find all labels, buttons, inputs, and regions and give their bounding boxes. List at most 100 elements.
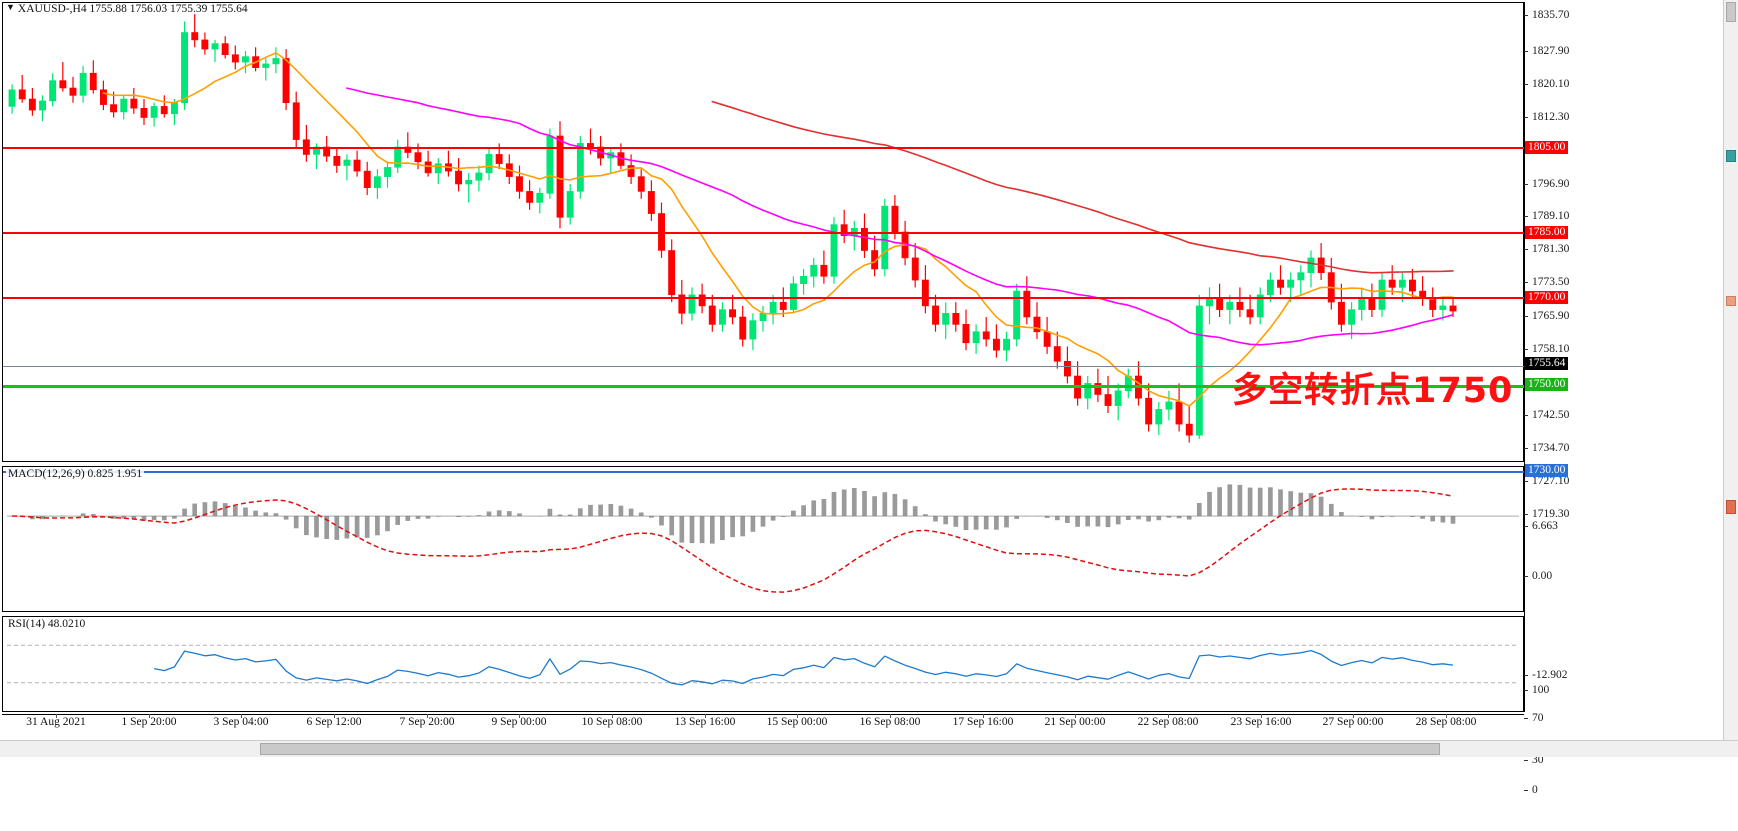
price-tick-mark	[1524, 349, 1528, 350]
level-line-1730[interactable]	[3, 471, 1524, 473]
indicator-tick-mark	[1524, 718, 1528, 719]
price-level-badge[interactable]: 1750.00	[1525, 378, 1569, 391]
price-level-badge[interactable]: 1805.00	[1525, 141, 1569, 154]
price-tick-label: 1781.30	[1532, 243, 1570, 255]
price-axis[interactable]: 1835.70 1827.90 1820.10 1812.30 1796.90 1789.…	[1524, 0, 1738, 796]
price-tick-label: 1773.50	[1532, 276, 1570, 288]
price-level-badge[interactable]: 1755.64	[1525, 357, 1569, 370]
time-axis-labels: 31 Aug 2021 1 Sep 20:00 3 Sep 04:00 6 Sep 1…	[0, 714, 1738, 736]
price-tick-label: 1727.10	[1532, 475, 1570, 487]
macd-label: MACD(12,26,9) 0.825 1.951	[6, 468, 145, 480]
indicator-tick-label: -12.902	[1532, 669, 1568, 681]
price-tick-mark	[1524, 514, 1528, 515]
time-tick-mark	[705, 714, 706, 718]
price-series-canvas	[3, 3, 1523, 461]
price-tick-mark	[1524, 481, 1528, 482]
rsi-label: RSI(14) 48.0210	[6, 618, 88, 630]
price-tick-mark	[1524, 117, 1528, 118]
price-tick-mark	[1524, 316, 1528, 317]
time-tick-label: 7 Sep 20:00	[399, 716, 455, 728]
time-tick-label: 16 Sep 08:00	[859, 716, 921, 728]
indicator-tick-mark	[1524, 526, 1528, 527]
time-tick-label: 21 Sep 00:00	[1044, 716, 1106, 728]
price-tick-label: 1827.90	[1532, 45, 1570, 57]
price-tick-label: 1812.30	[1532, 111, 1570, 123]
price-tick-mark	[1524, 184, 1528, 185]
time-tick-label: 22 Sep 08:00	[1137, 716, 1199, 728]
time-tick-mark	[1261, 714, 1262, 718]
indicator-tick-label: 0	[1532, 784, 1538, 796]
time-tick-mark	[890, 714, 891, 718]
time-tick-label: 9 Sep 00:00	[491, 716, 547, 728]
vertical-scrollbar-thumb-top[interactable]	[1726, 2, 1736, 22]
price-tick-mark	[1524, 448, 1528, 449]
vertical-scrollbar-marker-orange	[1726, 296, 1736, 306]
vertical-scrollbar-marker-red	[1726, 500, 1736, 514]
price-level-badge[interactable]: 1785.00	[1525, 226, 1569, 239]
current-price-line	[3, 366, 1524, 367]
price-tick-mark	[1524, 15, 1528, 16]
time-tick-mark	[1075, 714, 1076, 718]
price-level-badge[interactable]: 1730.00	[1525, 464, 1569, 477]
price-tick-mark	[1524, 216, 1528, 217]
price-tick-mark	[1524, 282, 1528, 283]
price-tick-mark	[1524, 51, 1528, 52]
time-tick-label: 27 Sep 00:00	[1322, 716, 1384, 728]
time-tick-mark	[56, 714, 57, 718]
time-tick-mark	[519, 714, 520, 718]
indicator-tick-mark	[1524, 675, 1528, 676]
indicator-tick-label: 0.00	[1532, 570, 1553, 582]
symbol-ohlc-text: XAUUSD-,H4 1755.88 1756.03 1755.39 1755.…	[17, 3, 248, 15]
time-tick-label: 13 Sep 16:00	[674, 716, 736, 728]
time-tick-mark	[1168, 714, 1169, 718]
time-tick-label: 28 Sep 08:00	[1415, 716, 1477, 728]
time-tick-mark	[427, 714, 428, 718]
time-tick-label: 3 Sep 04:00	[213, 716, 269, 728]
indicator-tick-label: 30	[1532, 754, 1544, 766]
time-tick-mark	[149, 714, 150, 718]
symbol-ohlc-header: ▼ XAUUSD-,H4 1755.88 1756.03 1755.39 1755…	[6, 2, 248, 15]
indicator-tick-mark	[1524, 760, 1528, 761]
indicator-tick-mark	[1524, 690, 1528, 691]
time-tick-mark	[797, 714, 798, 718]
level-line-1770[interactable]	[3, 297, 1524, 299]
time-tick-mark	[241, 714, 242, 718]
vertical-scrollbar[interactable]	[1723, 0, 1738, 740]
price-level-badge[interactable]: 1770.00	[1525, 291, 1569, 304]
horizontal-scrollbar[interactable]	[0, 740, 1738, 757]
rsi-panel[interactable]	[2, 616, 1524, 712]
macd-series-canvas	[3, 467, 1523, 611]
indicator-tick-label: 70	[1532, 712, 1544, 724]
time-tick-label: 10 Sep 08:00	[581, 716, 643, 728]
chart-annotation-text: 多空转折点1750	[1232, 371, 1514, 411]
price-tick-label: 1742.50	[1532, 409, 1570, 421]
rsi-series-canvas	[3, 617, 1523, 711]
level-line-1805[interactable]	[3, 147, 1524, 149]
macd-panel[interactable]	[2, 466, 1524, 612]
price-tick-label: 1734.70	[1532, 442, 1570, 454]
time-tick-label: 6 Sep 12:00	[306, 716, 362, 728]
time-tick-mark	[1446, 714, 1447, 718]
triangle-down-icon[interactable]: ▼	[6, 2, 15, 12]
price-tick-mark	[1524, 415, 1528, 416]
level-line-1750[interactable]	[3, 385, 1524, 388]
price-tick-label: 1765.90	[1532, 310, 1570, 322]
vertical-scrollbar-marker-teal	[1726, 150, 1736, 162]
price-tick-label: 1758.10	[1532, 343, 1570, 355]
time-tick-label: 15 Sep 00:00	[766, 716, 828, 728]
time-tick-mark	[612, 714, 613, 718]
time-tick-label: 23 Sep 16:00	[1230, 716, 1292, 728]
price-axis-spine	[1524, 2, 1525, 712]
price-tick-label: 1789.10	[1532, 210, 1570, 222]
price-tick-label: 1835.70	[1532, 9, 1570, 21]
price-tick-label: 1820.10	[1532, 78, 1570, 90]
level-line-1785[interactable]	[3, 232, 1524, 234]
indicator-tick-mark	[1524, 576, 1528, 577]
indicator-tick-label: 6.663	[1532, 520, 1558, 532]
horizontal-scrollbar-thumb[interactable]	[260, 743, 1440, 755]
price-tick-mark	[1524, 84, 1528, 85]
indicator-tick-mark	[1524, 790, 1528, 791]
time-tick-mark	[1353, 714, 1354, 718]
indicator-tick-label: 100	[1532, 684, 1550, 696]
